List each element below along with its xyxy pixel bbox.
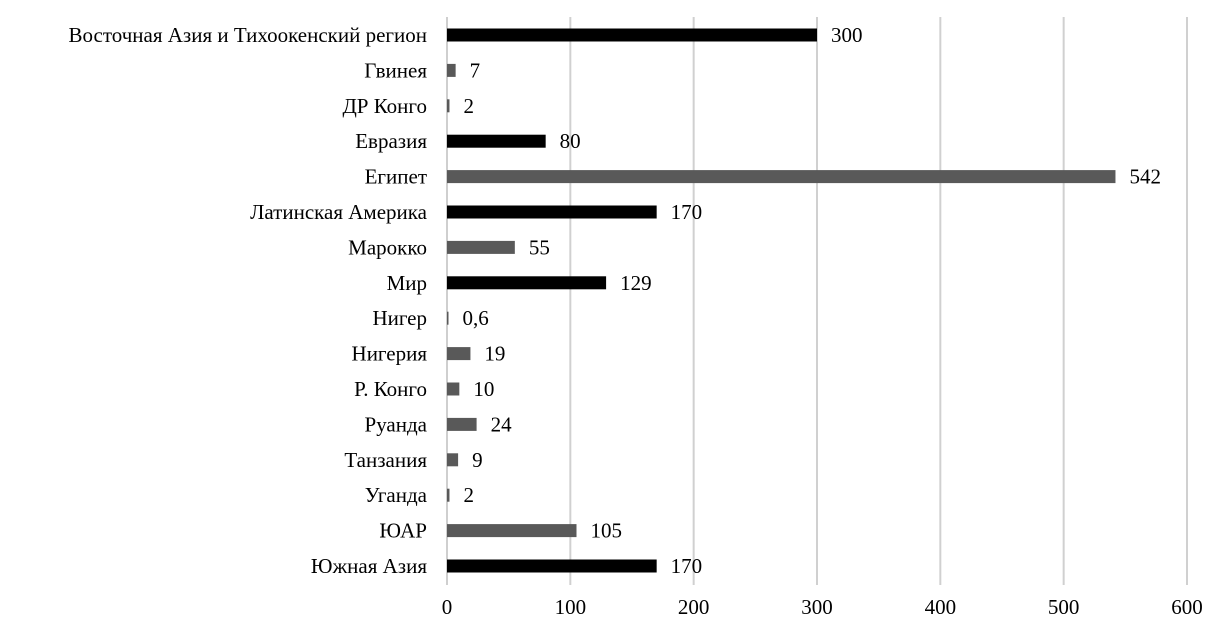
data-label: 7 [470,58,481,82]
value-labels: 300 7 2 80 542 170 55 129 0,6 19 10 24 9 2 105 170 [463,23,1161,578]
data-label: 2 [463,483,474,507]
category-label: Латинская Америка [250,200,428,224]
data-label: 24 [491,412,512,436]
data-label: 2 [463,94,474,118]
x-tick-label: 600 [1171,595,1203,619]
x-tick-label: 0 [442,595,453,619]
category-label: Р. Конго [354,377,427,401]
category-label: Танзания [344,448,427,472]
category-label: Нигер [372,306,427,330]
data-label: 10 [473,377,494,401]
category-label: Египет [365,165,427,189]
x-tick-label: 500 [1048,595,1080,619]
category-label: Мир [387,271,427,295]
category-labels: Восточная Азия и Тихоокенский регион Гвин… [69,23,428,578]
x-tick-label: 100 [555,595,587,619]
x-tick-label: 400 [925,595,957,619]
bar [447,524,577,538]
data-label: 55 [529,235,550,259]
bar [447,205,657,219]
bar [447,170,1116,184]
bar [447,28,817,42]
category-label: Южная Азия [311,554,428,578]
data-label: 80 [560,129,581,153]
bar [447,63,456,77]
bar [447,382,460,396]
bar [447,453,459,467]
category-label: ДР Конго [342,94,427,118]
data-label: 0,6 [463,306,489,330]
x-tick-label: 200 [678,595,710,619]
data-label: 300 [831,23,863,47]
category-label: Руанда [365,412,428,436]
data-label: 170 [671,200,703,224]
data-label: 542 [1129,165,1161,189]
bar [447,311,449,325]
category-label: Восточная Азия и Тихоокенский регион [69,23,427,47]
category-label: Уганда [365,483,428,507]
data-label: 9 [472,448,483,472]
bar [447,240,515,254]
bar [447,276,607,290]
category-label: Евразия [355,129,427,153]
bar [447,559,657,573]
bars [447,28,1116,573]
bar [447,347,471,361]
category-label: ЮАР [379,519,427,543]
data-label: 105 [591,519,623,543]
data-label: 170 [671,554,703,578]
data-label: 129 [620,271,652,295]
gridlines [446,17,1188,585]
category-label: Гвинея [364,58,427,82]
bar [447,99,450,113]
category-label: Марокко [348,235,427,259]
bar [447,417,477,431]
category-label: Нигерия [352,342,428,366]
data-label: 19 [484,342,505,366]
x-tick-label: 300 [801,595,833,619]
bar [447,134,546,148]
bar [447,488,450,502]
x-axis-tick-labels: 0 100 200 300 400 500 600 [442,595,1203,619]
